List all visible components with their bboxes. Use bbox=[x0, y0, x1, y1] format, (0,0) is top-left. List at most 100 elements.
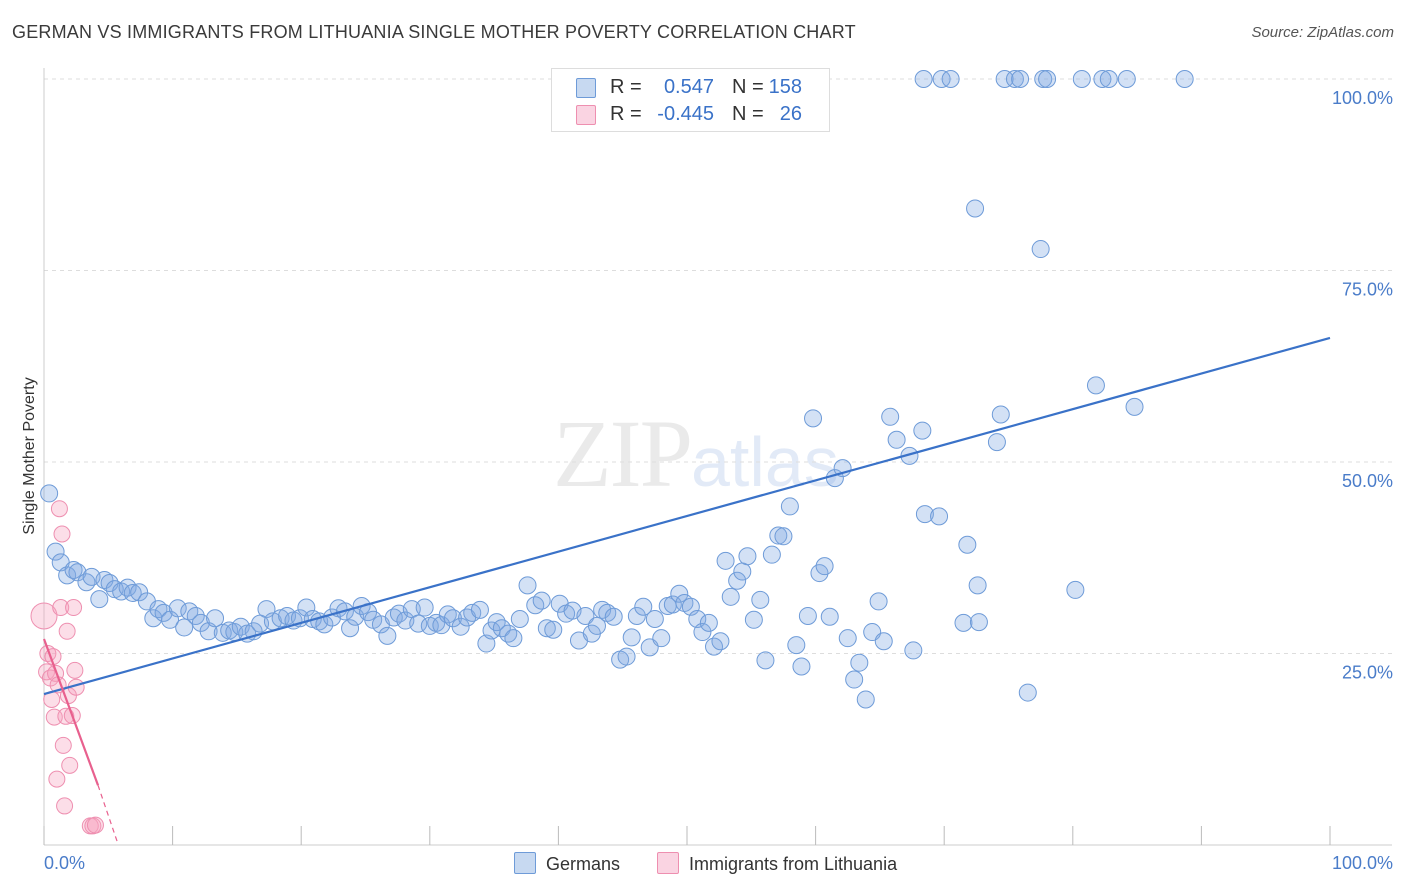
data-point-lithuania bbox=[48, 770, 66, 788]
data-point-germans bbox=[721, 587, 740, 606]
data-point-germans bbox=[77, 573, 96, 592]
legend-swatch-pink bbox=[576, 105, 596, 125]
chart-source: Source: ZipAtlas.com bbox=[1251, 24, 1394, 41]
data-point-germans bbox=[787, 636, 806, 655]
data-point-germans bbox=[518, 576, 537, 595]
data-point-germans bbox=[738, 547, 757, 566]
data-point-germans bbox=[1034, 70, 1053, 88]
legend-r-value: -0.445 bbox=[657, 103, 714, 125]
data-point-germans bbox=[451, 617, 470, 636]
data-point-germans bbox=[958, 535, 977, 554]
legend-n-value: 158 bbox=[768, 76, 802, 98]
data-point-germans bbox=[409, 614, 428, 633]
x-tick-label: 100.0% bbox=[1332, 853, 1393, 873]
data-point-germans bbox=[90, 590, 109, 609]
data-point-germans bbox=[504, 629, 523, 648]
data-point-lithuania bbox=[86, 816, 104, 834]
data-point-lithuania bbox=[57, 707, 75, 725]
data-point-germans bbox=[40, 484, 59, 503]
y-tick-label: 100.0% bbox=[1332, 88, 1393, 108]
data-point-germans bbox=[1005, 70, 1024, 88]
data-point-germans bbox=[622, 628, 641, 647]
data-point-germans bbox=[798, 606, 817, 625]
legend-r-label: R = bbox=[610, 103, 642, 125]
data-point-germans bbox=[820, 607, 839, 626]
data-point-lithuania bbox=[30, 602, 58, 630]
legend-n-label: N = bbox=[732, 103, 764, 125]
data-point-lithuania bbox=[56, 797, 74, 815]
data-point-lithuania bbox=[54, 736, 72, 754]
points-layer bbox=[30, 70, 1194, 835]
data-point-germans bbox=[954, 613, 973, 632]
data-point-germans bbox=[914, 70, 933, 88]
data-point-germans bbox=[774, 527, 793, 546]
y-tick-label: 75.0% bbox=[1342, 280, 1393, 300]
label-layer: 25.0% 50.0% 75.0% 100.0% 0.0% 100.0% Single Mo… bbox=[21, 88, 1393, 873]
data-point-germans bbox=[1072, 70, 1091, 88]
data-point-germans bbox=[587, 616, 606, 635]
data-point-germans bbox=[118, 578, 137, 597]
data-point-germans bbox=[341, 619, 360, 638]
data-point-germans bbox=[175, 618, 194, 637]
data-point-germans bbox=[887, 430, 906, 449]
data-point-germans bbox=[1031, 240, 1050, 259]
data-point-germans bbox=[576, 606, 595, 625]
data-point-germans bbox=[1117, 70, 1136, 88]
data-point-germans bbox=[378, 626, 397, 645]
data-point-germans bbox=[733, 562, 752, 581]
data-point-germans bbox=[206, 609, 225, 628]
data-point-germans bbox=[744, 610, 763, 629]
data-point-germans bbox=[46, 542, 65, 561]
y-tick-label: 25.0% bbox=[1342, 663, 1393, 683]
data-point-germans bbox=[1018, 683, 1037, 702]
data-point-germans bbox=[627, 606, 646, 625]
x-tick-label: 0.0% bbox=[44, 853, 85, 873]
data-point-germans bbox=[670, 584, 689, 603]
data-point-germans bbox=[526, 596, 545, 615]
data-point-lithuania bbox=[58, 622, 76, 640]
data-point-germans bbox=[1011, 70, 1030, 88]
data-point-germans bbox=[487, 613, 506, 632]
data-point-germans bbox=[1093, 70, 1112, 88]
data-point-germans bbox=[1086, 376, 1105, 395]
bottom-legend-germans: Germans bbox=[514, 852, 620, 875]
data-point-germans bbox=[537, 619, 556, 638]
y-tick-label: 50.0% bbox=[1342, 471, 1393, 491]
data-point-lithuania bbox=[53, 525, 71, 543]
data-point-germans bbox=[663, 595, 682, 614]
chart-title: GERMAN VS IMMIGRANTS FROM LITHUANIA SING… bbox=[12, 22, 856, 42]
watermark-zip: ZIP bbox=[553, 400, 693, 507]
bottom-legend-label: Immigrants from Lithuania bbox=[689, 854, 898, 874]
data-point-germans bbox=[645, 610, 664, 629]
data-point-germans bbox=[930, 507, 949, 526]
data-point-germans bbox=[532, 591, 551, 610]
data-point-germans bbox=[904, 641, 923, 660]
y-axis-label: Single Mother Poverty bbox=[21, 377, 38, 534]
legend-n-label: N = bbox=[732, 76, 764, 98]
grid-layer bbox=[44, 78, 1392, 654]
data-point-germans bbox=[845, 670, 864, 689]
bottom-legend-lithuania: Immigrants from Lithuania bbox=[657, 852, 897, 875]
data-point-germans bbox=[874, 632, 893, 651]
data-point-germans bbox=[652, 629, 671, 648]
data-point-germans bbox=[199, 622, 218, 641]
data-point-germans bbox=[913, 421, 932, 440]
trendline-lithuania bbox=[42, 638, 100, 786]
data-point-germans bbox=[804, 409, 823, 428]
data-point-lithuania bbox=[66, 661, 84, 679]
data-point-germans bbox=[699, 613, 718, 632]
trendline-germans bbox=[43, 336, 1331, 696]
legend-r-value: 0.547 bbox=[663, 76, 714, 98]
data-point-germans bbox=[915, 505, 934, 524]
data-point-germans bbox=[756, 651, 775, 670]
legend-row-lithuania: R = -0.445 N = 26 bbox=[552, 101, 829, 127]
data-point-germans bbox=[969, 613, 988, 632]
data-point-germans bbox=[1099, 70, 1118, 88]
legend-n-value: 26 bbox=[779, 103, 802, 125]
data-point-germans bbox=[432, 616, 451, 635]
data-point-germans bbox=[123, 583, 142, 602]
data-point-germans bbox=[634, 597, 653, 616]
data-point-lithuania bbox=[61, 756, 79, 774]
data-point-germans bbox=[68, 563, 87, 582]
